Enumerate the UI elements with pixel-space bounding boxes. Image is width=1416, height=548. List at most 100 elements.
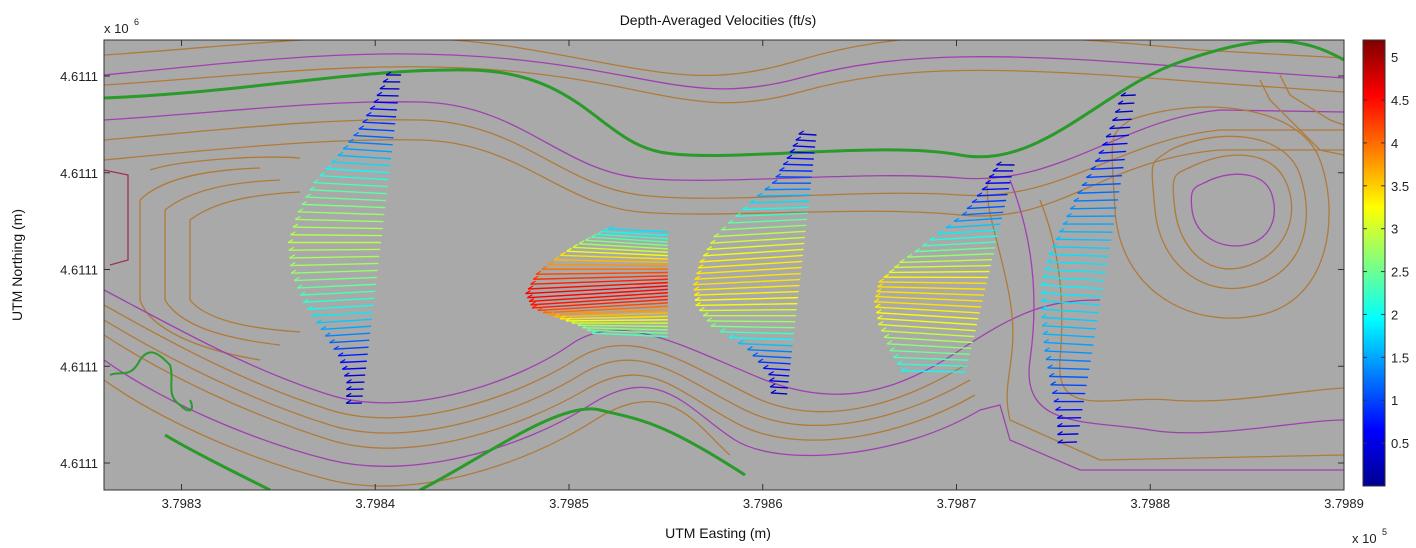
velocity-arrowhead (331, 158, 338, 163)
velocity-arrow (290, 234, 382, 237)
velocity-arrowhead (1057, 422, 1063, 427)
velocity-arrow (301, 203, 386, 209)
velocity-arrowhead (706, 317, 713, 322)
velocity-arrow (695, 302, 798, 307)
velocity-arrow (1041, 300, 1101, 306)
velocity-arrowhead (1105, 133, 1112, 138)
velocity-arrowhead (309, 186, 315, 191)
contour-line (104, 319, 971, 434)
velocity-arrowhead (341, 365, 348, 370)
velocity-arrow (875, 306, 980, 314)
velocity-arrow (961, 211, 1004, 216)
velocity-arrowhead (1051, 243, 1058, 248)
velocity-arrowhead (789, 148, 796, 153)
velocity-arrowhead (385, 71, 392, 76)
velocity-arrowhead (1057, 439, 1063, 444)
velocity-arrowhead (584, 236, 591, 241)
velocity-arrowhead (702, 252, 709, 257)
velocity-arrowhead (1055, 406, 1061, 411)
velocity-arrow (1098, 150, 1127, 154)
velocity-arrowhead (358, 125, 365, 130)
velocity-arrow (1040, 292, 1102, 298)
velocity-arrowhead (694, 275, 701, 280)
velocity-arrowhead (559, 315, 566, 320)
velocity-arrow (602, 230, 668, 237)
velocity-arrow (792, 145, 816, 148)
contour-line (1190, 173, 1275, 247)
velocity-arrowhead (325, 165, 332, 170)
velocity-arrowhead (1044, 266, 1051, 271)
velocity-arrowhead (779, 167, 785, 172)
velocity-arrow (577, 324, 668, 328)
contour-line (104, 66, 1344, 104)
velocity-arrowhead (532, 275, 539, 280)
velocity-arrowhead (697, 264, 704, 269)
velocity-arrow (1090, 166, 1124, 171)
velocity-arrow (1095, 158, 1125, 162)
velocity-arrow (1047, 367, 1090, 371)
velocity-arrowhead (346, 379, 352, 384)
velocity-arrow (560, 254, 668, 260)
x-exponent-power: 5 (1382, 527, 1387, 537)
velocity-arrowhead (362, 118, 368, 123)
velocity-arrow (876, 311, 979, 320)
velocity-arrowhead (548, 311, 555, 316)
velocity-arrow (985, 182, 1011, 185)
velocity-arrow (319, 174, 389, 181)
velocity-arrow (1102, 142, 1128, 146)
velocity-arrowhead (883, 273, 890, 278)
velocity-arrow (1057, 425, 1080, 428)
bathymetry-contours (104, 40, 1344, 490)
velocity-arrow (1073, 199, 1118, 202)
velocity-arrow (591, 236, 668, 243)
velocity-arrowhead (1102, 141, 1108, 146)
contour-line (104, 40, 1344, 77)
velocity-arrow (331, 161, 391, 167)
velocity-arrowhead (996, 161, 1002, 166)
colorbar-ticks: 0.5 1 1.5 2 2.5 3 3.5 4 4.5 5 (1363, 50, 1409, 451)
x-tick-label: 3.7985 (549, 496, 589, 511)
colorbar-tick-label: 3 (1391, 222, 1398, 237)
x-exponent-label: x 10 5 (1352, 527, 1387, 546)
velocity-arrow (876, 290, 984, 296)
velocity-arrow (694, 272, 801, 280)
velocity-arrowhead (560, 251, 566, 256)
velocity-arrowhead (886, 340, 893, 345)
colorbar-tick-label: 4.5 (1391, 93, 1409, 108)
velocity-arrowhead (1041, 322, 1048, 327)
velocity-arrowhead (542, 309, 549, 314)
velocity-arrowhead (719, 328, 726, 333)
velocity-arrow (582, 327, 668, 331)
x-tick-label: 3.7988 (1130, 496, 1170, 511)
velocity-arrowhead (590, 233, 597, 238)
velocity-arrowhead (1056, 414, 1063, 419)
velocity-arrow (1044, 268, 1106, 274)
velocity-arrowhead (344, 372, 350, 377)
velocity-arrowhead (699, 258, 705, 263)
velocity-arrowhead (578, 240, 585, 245)
velocity-arrow (769, 380, 789, 383)
velocity-arrow (1057, 433, 1079, 436)
velocity-arrow (531, 298, 668, 309)
colorbar-tick-label: 1 (1391, 393, 1398, 408)
velocity-arrow (1049, 375, 1088, 379)
velocity-arrowhead (702, 312, 709, 317)
velocity-arrowhead (1050, 381, 1056, 386)
velocity-arrowhead (1055, 235, 1062, 240)
velocity-arrow (527, 281, 668, 290)
velocity-arrowhead (353, 131, 359, 136)
velocity-arrow (585, 239, 668, 247)
velocity-arrowhead (742, 206, 748, 211)
velocity-arrowhead (554, 313, 560, 318)
velocity-arrow (591, 332, 668, 338)
velocity-arrowhead (289, 262, 296, 267)
velocity-arrow (703, 248, 804, 257)
velocity-arrowhead (1048, 250, 1055, 255)
velocity-arrow (587, 329, 668, 334)
velocity-arrows (287, 71, 1136, 444)
velocity-arrow (789, 151, 815, 154)
contour-line (1151, 135, 1307, 290)
velocity-arrowhead (346, 385, 352, 390)
velocity-arrowhead (878, 278, 885, 283)
colorbar-tick-label: 5 (1391, 50, 1398, 65)
